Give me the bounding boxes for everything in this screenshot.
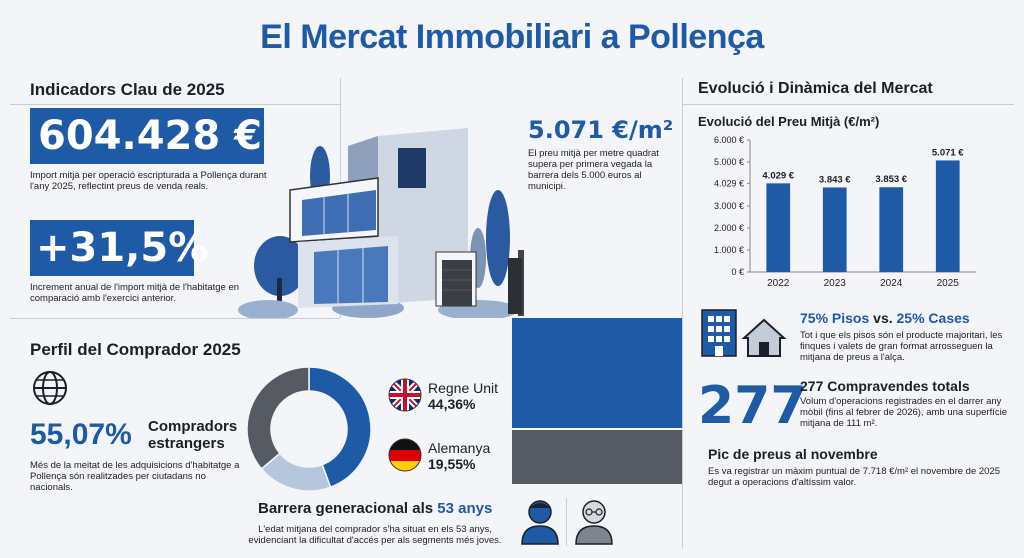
sales-desc: Volum d'operacions registrades en el dar… xyxy=(800,396,1007,429)
bar xyxy=(822,187,847,272)
market-heading: Evolució i Dinàmica del Mercat xyxy=(698,80,933,97)
germany-value: 19,55% xyxy=(428,456,476,472)
globe-icon xyxy=(33,371,67,405)
bar xyxy=(879,187,904,272)
mix-desc: Tot i que els pisos són el producte majo… xyxy=(800,330,1003,363)
uk-label: Regne Unit xyxy=(428,380,499,396)
y-tick-label: 1.000 € xyxy=(714,245,744,255)
kpi-avg-price-desc: Import mitjà per operació escripturada a… xyxy=(30,170,267,192)
y-tick-label: 6.000 € xyxy=(714,135,744,145)
apartment-building-icon xyxy=(701,309,737,357)
foreign-buyers-desc: Més de la meitat de les adquisicions d'h… xyxy=(30,460,240,493)
generation-heading: Barrera generacional als 53 anys xyxy=(258,500,492,517)
x-tick-label: 2023 xyxy=(824,278,847,289)
donut-slice xyxy=(246,366,310,470)
bar xyxy=(935,160,960,272)
elderly-person-icon xyxy=(575,500,613,545)
peak-desc: Es va registrar un màxim puntual de 7.71… xyxy=(708,466,1001,488)
mix-heading-houses: 25% Cases xyxy=(896,310,970,326)
x-tick-label: 2022 xyxy=(767,278,790,289)
peak-heading: Pic de preus al novembre xyxy=(708,446,878,462)
buyer-heading: Perfil del Comprador 2025 xyxy=(30,340,241,359)
bar-data-label: 4.029 € xyxy=(762,170,794,181)
x-tick-label: 2025 xyxy=(937,278,960,289)
donut-slice xyxy=(308,366,372,489)
y-tick-label: 3.000 € xyxy=(714,201,744,211)
mix-heading: 75% Pisos vs. 25% Cases xyxy=(800,310,970,326)
y-tick-label: 2.000 € xyxy=(714,223,744,233)
bar-data-label: 5.071 € xyxy=(932,147,964,158)
kpi-avg-price: 604.428 € xyxy=(30,108,264,164)
price-evolution-chart: 0 € 1.000 € 2.000 € 3.000 € 4.029 € 5.000 € 6.… xyxy=(714,135,976,289)
page-title: El Mercat Immobiliari a Pollença xyxy=(260,18,764,56)
y-tick-label: 5.000 € xyxy=(714,157,744,167)
generation-heading-prefix: Barrera generacional als xyxy=(258,500,434,517)
kpi-price-m2: 5.071 €/m² xyxy=(528,116,674,144)
y-tick-label: 0 € xyxy=(731,267,744,277)
generation-heading-age: 53 anys xyxy=(437,500,493,517)
germany-flag-icon xyxy=(388,438,422,472)
kpi-annual-increase-desc: Increment anual de l'import mitjà de l'h… xyxy=(30,282,240,304)
mix-heading-vs: vs. xyxy=(873,310,893,326)
germany-label: Alemanya xyxy=(428,440,491,456)
chart-heading: Evolució del Preu Mitjà (€/m²) xyxy=(698,114,880,129)
indicators-heading: Indicadors Clau de 2025 xyxy=(30,80,225,99)
foreign-buyers-pct: 55,07% xyxy=(30,418,132,451)
divider xyxy=(566,498,567,546)
house-illustration xyxy=(238,128,524,318)
sales-total-big: 277 xyxy=(698,376,807,436)
bar xyxy=(766,183,791,272)
sales-heading: 277 Compravendes totals xyxy=(800,378,970,394)
divider xyxy=(682,78,683,548)
y-tick-label: 4.029 € xyxy=(714,178,744,188)
kpi-price-m2-desc: El preu mitjà per metre quadrat supera p… xyxy=(528,148,659,192)
bar-data-label: 3.843 € xyxy=(819,174,851,185)
uk-flag-icon xyxy=(388,378,422,412)
foreign-buyers-label: Compradors estrangers xyxy=(148,418,238,452)
x-tick-label: 2024 xyxy=(880,278,903,289)
decor-block-blue xyxy=(512,318,682,428)
house-icon xyxy=(742,318,786,357)
kpi-annual-increase: +31,5% xyxy=(30,220,208,276)
generation-desc: L'edat mitjana del comprador s'ha situat… xyxy=(248,524,502,546)
mix-heading-apartments: 75% Pisos xyxy=(800,310,870,326)
divider xyxy=(10,318,340,319)
decor-block-gray xyxy=(512,430,682,484)
divider xyxy=(682,104,1014,105)
divider xyxy=(10,104,340,105)
buyer-nationality-donut xyxy=(246,366,372,492)
bar-data-label: 3.853 € xyxy=(875,174,907,185)
uk-value: 44,36% xyxy=(428,396,476,412)
young-person-icon xyxy=(521,500,559,545)
